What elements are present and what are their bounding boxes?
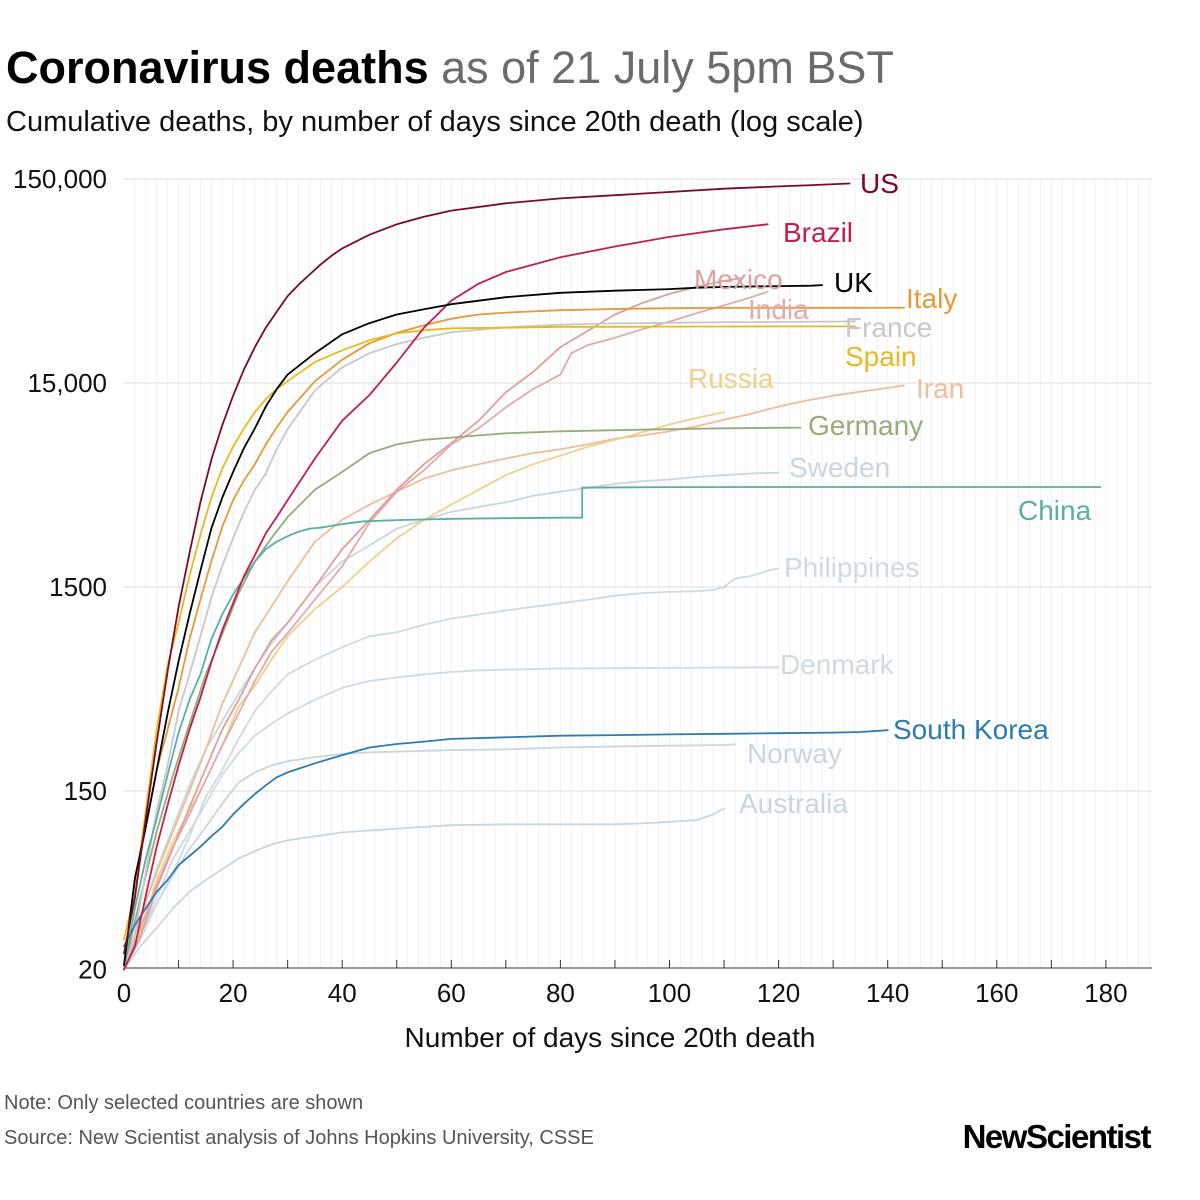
- x-tick-label: 20: [219, 978, 248, 1008]
- newscientist-logo: NewScientist: [962, 1118, 1152, 1155]
- series-line-us: [123, 182, 851, 955]
- series-label-sweden: Sweden: [789, 452, 890, 483]
- series-label-russia: Russia: [688, 363, 774, 394]
- minor-gridlines: [134, 179, 1151, 968]
- x-tick-label: 80: [546, 978, 575, 1008]
- series-line-russia: [123, 411, 725, 971]
- y-tick-label: 150: [64, 776, 107, 806]
- line-chart: 0 20 40 60 80 100 120 140 160 180 20 150 1500 15,000 1…: [13, 164, 1152, 1053]
- series-line-spain: [123, 325, 856, 941]
- series-label-brazil: Brazil: [783, 217, 853, 248]
- x-axis-title: Number of days since 20th death: [405, 1022, 816, 1053]
- series-label-germany: Germany: [808, 410, 923, 441]
- series-label-mexico: Mexico: [694, 264, 783, 295]
- series-label-india: India: [748, 294, 809, 325]
- series-label-norway: Norway: [747, 738, 842, 769]
- series-line-india: [123, 290, 769, 971]
- series-label-south-korea: South Korea: [893, 714, 1049, 745]
- x-tick-label: 100: [648, 978, 691, 1008]
- series-label-iran: Iran: [916, 373, 964, 404]
- x-tick-label: 180: [1084, 978, 1127, 1008]
- series-label-france: France: [845, 312, 932, 343]
- series-line-italy: [123, 306, 905, 967]
- x-tick-label: 40: [328, 978, 357, 1008]
- series-line-south-korea: [123, 729, 889, 948]
- series-label-australia: Australia: [739, 788, 848, 819]
- series-label-italy: Italy: [906, 283, 957, 314]
- chart-subtitle: Cumulative deaths, by number of days sin…: [6, 106, 864, 138]
- series-label-china: China: [1018, 495, 1092, 526]
- series-label-spain: Spain: [845, 341, 917, 372]
- x-tick-label: 140: [866, 978, 909, 1008]
- source-line: Source: New Scientist analysis of Johns …: [4, 1127, 594, 1149]
- series-line-uk: [123, 284, 824, 967]
- series-label-denmark: Denmark: [780, 649, 895, 680]
- series-line-norway: [123, 743, 736, 971]
- series-line-australia: [123, 807, 725, 971]
- series-line-brazil: [123, 223, 769, 971]
- y-tick-label: 1500: [49, 572, 107, 602]
- chart-title: Coronavirus deaths as of 21 July 5pm BST: [6, 38, 894, 98]
- series-line-denmark: [123, 666, 780, 971]
- x-tick-label: 60: [437, 978, 466, 1008]
- chart-title-main: Coronavirus deaths: [6, 42, 429, 93]
- series-line-iran: [123, 384, 905, 971]
- series-label-uk: UK: [834, 267, 873, 298]
- y-tick-label: 15,000: [27, 368, 107, 398]
- series-line-china: [123, 486, 1102, 971]
- y-tick-label: 20: [78, 955, 107, 985]
- series-line-philippines: [123, 567, 780, 971]
- series-lines: [123, 182, 1102, 971]
- series-line-france: [123, 320, 856, 971]
- x-tick-label: 160: [975, 978, 1018, 1008]
- axes: 0 20 40 60 80 100 120 140 160 180 20 150 1500 15,000 1…: [13, 164, 1152, 1053]
- footnote: Note: Only selected countries are shown: [4, 1092, 364, 1114]
- y-tick-label: 150,000: [13, 164, 107, 194]
- chart-title-date: as of 21 July 5pm BST: [441, 42, 894, 93]
- series-label-us: US: [860, 168, 899, 199]
- series-line-germany: [123, 426, 802, 971]
- x-tick-label: 0: [117, 978, 131, 1008]
- x-tick-label: 120: [757, 978, 800, 1008]
- series-label-philippines: Philippines: [784, 552, 919, 583]
- major-gridlines: [124, 178, 1152, 792]
